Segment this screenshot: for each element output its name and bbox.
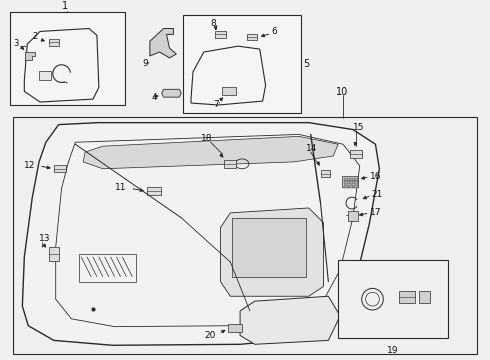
Bar xyxy=(54,165,66,172)
Bar xyxy=(247,35,257,40)
Bar xyxy=(224,160,236,168)
Text: 8: 8 xyxy=(211,19,217,28)
Bar xyxy=(399,291,415,303)
Bar xyxy=(344,185,348,188)
Bar xyxy=(349,185,353,188)
Bar xyxy=(49,39,59,46)
Bar xyxy=(13,117,477,354)
Bar xyxy=(354,185,358,188)
Text: 9: 9 xyxy=(142,59,148,68)
Text: 13: 13 xyxy=(39,234,50,243)
Polygon shape xyxy=(25,52,35,60)
Text: 15: 15 xyxy=(353,123,365,132)
Text: 1: 1 xyxy=(61,1,68,11)
Bar xyxy=(349,177,353,180)
Bar xyxy=(228,324,242,332)
Bar xyxy=(320,170,330,177)
Bar xyxy=(354,181,358,184)
Polygon shape xyxy=(240,296,340,344)
Bar xyxy=(348,211,358,221)
Text: 6: 6 xyxy=(271,27,277,36)
Bar xyxy=(222,87,236,95)
Polygon shape xyxy=(83,136,338,169)
Bar xyxy=(344,181,348,184)
Polygon shape xyxy=(23,123,379,345)
Text: 17: 17 xyxy=(369,208,381,217)
Text: 12: 12 xyxy=(24,161,36,170)
Bar xyxy=(338,260,448,338)
Text: 2: 2 xyxy=(32,32,37,41)
Bar xyxy=(232,218,306,276)
Text: 21: 21 xyxy=(371,190,383,199)
Bar xyxy=(49,247,59,261)
Text: 10: 10 xyxy=(336,87,348,97)
Text: 11: 11 xyxy=(115,184,126,193)
Bar xyxy=(344,177,348,180)
Text: 20: 20 xyxy=(205,330,216,339)
Text: 7: 7 xyxy=(214,100,220,109)
Bar xyxy=(215,31,226,38)
Polygon shape xyxy=(162,89,181,97)
Polygon shape xyxy=(150,28,176,58)
Text: 19: 19 xyxy=(388,346,399,355)
Text: 14: 14 xyxy=(306,144,317,153)
Bar xyxy=(342,176,358,188)
Bar xyxy=(349,181,353,184)
Text: 3: 3 xyxy=(14,39,19,48)
Bar xyxy=(79,254,136,282)
Bar xyxy=(147,188,161,195)
Bar xyxy=(183,15,301,113)
Text: 5: 5 xyxy=(303,59,309,69)
Text: 16: 16 xyxy=(369,172,381,181)
Text: 18: 18 xyxy=(201,134,212,143)
Polygon shape xyxy=(220,208,323,296)
Bar xyxy=(418,291,430,303)
Bar xyxy=(10,12,125,105)
Bar xyxy=(350,150,362,158)
Bar xyxy=(354,177,358,180)
Bar xyxy=(39,71,51,81)
Text: 4: 4 xyxy=(152,93,157,102)
